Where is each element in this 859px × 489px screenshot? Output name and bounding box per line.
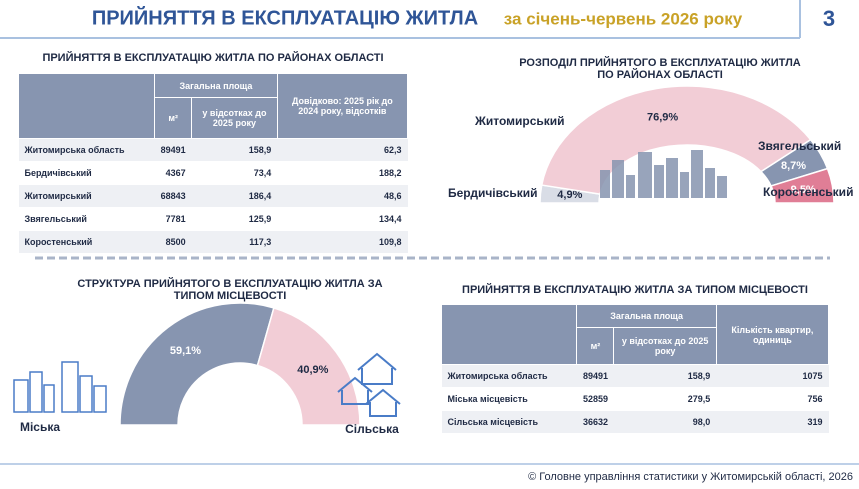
table-title: ПРИЙНЯТТЯ В ЕКСПЛУАТАЦІЮ ЖИТЛА ПО РАЙОНА…: [42, 52, 384, 64]
table: Загальна площа Довідково: 2025 рік до 202…: [17, 72, 409, 254]
cell: 36632: [576, 410, 614, 434]
chart-title: РОЗПОДІЛ ПРИЙНЯТОГО В ЕКСПЛУАТАЦІЮ ЖИТЛА…: [519, 57, 801, 81]
cell: 4367: [154, 161, 192, 185]
row: Житомирський 68843 186,4 48,6: [18, 184, 408, 208]
page-number: 3: [823, 6, 835, 31]
cell: 158,9: [613, 364, 717, 388]
value-label: 4,9%: [557, 189, 582, 201]
cell: 8500: [154, 230, 192, 254]
category-label: Міська: [20, 420, 60, 434]
cell: Житомирська область: [18, 138, 155, 162]
footer: © Головне управління статистики у Житоми…: [528, 471, 853, 483]
row: Міська місцевість 52859 279,5 756: [441, 387, 829, 411]
table-title: ПРИЙНЯТТЯ В ЕКСПЛУАТАЦІЮ ЖИТЛА ЗА ТИПОМ …: [462, 284, 808, 296]
chart-title: СТРУКТУРА ПРИЙНЯТОГО В ЕКСПЛУАТАЦІЮ ЖИТЛ…: [77, 278, 383, 302]
cell: Коростенський: [18, 230, 155, 254]
cell: 125,9: [191, 207, 278, 231]
header-row: м² у відсотках до 2025 року: [19, 97, 408, 139]
city-icon: [13, 361, 107, 413]
header-cell: Загальна площа: [576, 304, 717, 328]
cell: 7781: [154, 207, 192, 231]
header-cell: Загальна площа: [154, 72, 278, 99]
cell: Бердичівський: [18, 161, 155, 185]
cell: 117,3: [191, 230, 278, 254]
cell: Звягельський: [18, 207, 155, 231]
row: Сільська місцевість 36632 98,0 319: [441, 410, 829, 434]
value-label: 76,9%: [647, 111, 678, 123]
cell: 68843: [154, 184, 192, 208]
cell: 279,5: [613, 387, 717, 411]
header-cell: м²: [576, 326, 615, 365]
cell: 89491: [576, 364, 614, 388]
row: Житомирська область 89491 158,9 62,3: [18, 138, 408, 162]
header-row: Загальна площа Довідково: 2025 рік до 202…: [17, 72, 409, 139]
cell: 186,4: [191, 184, 278, 208]
cell: 109,8: [277, 230, 408, 254]
row: Звягельський 7781 125,9 134,4: [18, 207, 408, 231]
cell: 1075: [716, 364, 829, 388]
cell: 756: [716, 387, 829, 411]
header-cell: Кількість квартир, одиниць: [715, 304, 830, 365]
header-cell: м²: [154, 97, 193, 139]
segment: [256, 307, 361, 426]
header-cell: [17, 73, 156, 139]
cell: 52859: [576, 387, 614, 411]
header-row: м² у відсотках до 2025 року: [442, 326, 829, 365]
row: Бердичівський 4367 73,4 188,2: [18, 161, 408, 185]
header-row: Загальна площа Кількість квартир, одиниць: [440, 304, 830, 365]
house-icon: [337, 352, 401, 417]
segment: [119, 302, 275, 426]
header-cell: у відсотках до 2025 року: [191, 97, 278, 139]
cell: 48,6: [277, 184, 408, 208]
page-subtitle: за січень-червень 2026 року: [504, 9, 743, 28]
category-label: Житомирський: [474, 114, 565, 128]
cell: 62,3: [277, 138, 408, 162]
cell: Житомирський: [18, 184, 155, 208]
value-label: 9,5%: [791, 184, 816, 196]
charts: 4,9% Бердичівський 76,9% Житомирський 8,7% Зв…: [20, 85, 853, 436]
category-label: Звягельський: [758, 139, 841, 153]
page-title: ПРИЙНЯТТЯ В ЕКСПЛУАТАЦІЮ ЖИТЛА: [92, 5, 478, 29]
value-label: 40,9%: [297, 364, 328, 376]
category-label: Бердичівський: [448, 186, 538, 200]
cell: 158,9: [191, 138, 278, 162]
value-label: 8,7%: [781, 160, 806, 172]
cell: 73,4: [191, 161, 278, 185]
value-label: 59,1%: [170, 345, 201, 357]
category-label: Сільська: [345, 422, 399, 436]
cell: 134,4: [277, 207, 408, 231]
cell: 319: [716, 410, 829, 434]
cell: 89491: [154, 138, 192, 162]
row: Коростенський 8500 117,3 109,8: [18, 230, 408, 254]
header-cell: [440, 304, 578, 365]
segment: [770, 167, 835, 204]
cell: Сільська місцевість: [441, 410, 577, 434]
skyline: [600, 150, 727, 198]
cell: 98,0: [613, 410, 717, 434]
cell: Житомирська область: [441, 364, 577, 388]
category-label: Коростенський: [763, 185, 853, 199]
row: Житомирська область 89491 158,9 1075: [441, 364, 829, 388]
cell: 188,2: [277, 161, 408, 185]
cell: Міська місцевість: [441, 387, 577, 411]
header-cell: у відсотках до 2025 року: [613, 326, 717, 365]
table: Загальна площа Кількість квартир, одиниць…: [440, 304, 830, 434]
header-cell: Довідково: 2025 рік до 2024 року, відсот…: [276, 73, 409, 139]
